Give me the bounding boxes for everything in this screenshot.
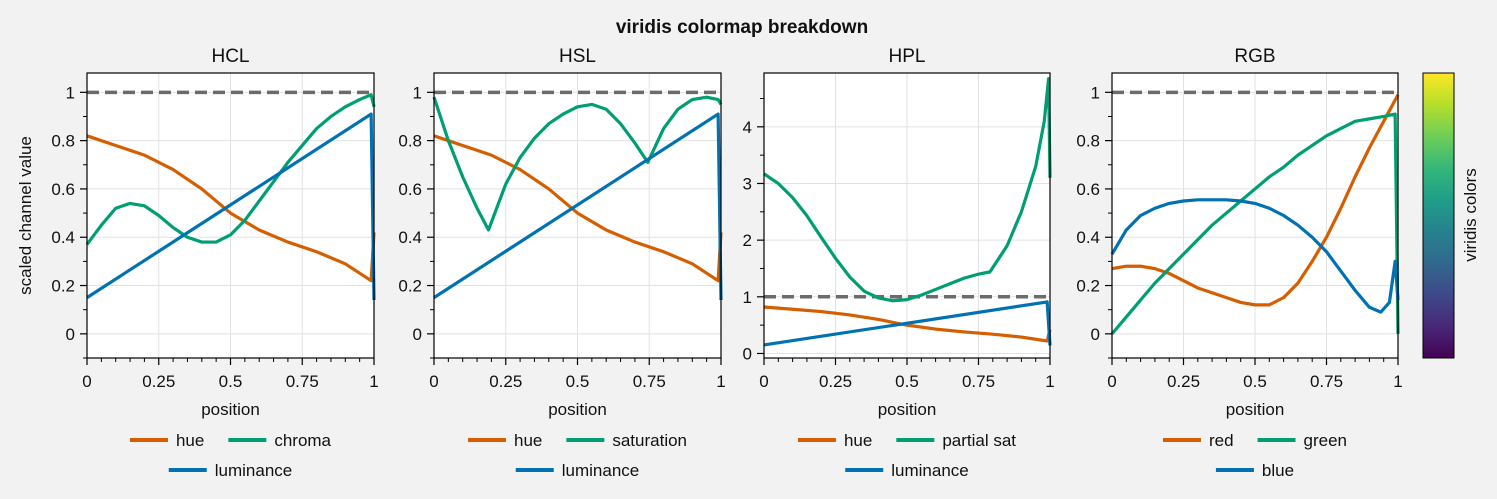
y-tick-label: 0 [1091,325,1100,344]
y-tick-label: 0.8 [1076,132,1100,151]
legend-label: hue [514,431,542,450]
y-tick-label: 0.8 [398,132,422,151]
x-tick-label: 0 [429,372,438,391]
legend-entry: luminance [515,461,640,480]
legend: hue saturation luminance [467,431,687,480]
y-tick-label: 0.4 [1076,228,1100,247]
x-tick-label: 0.5 [219,372,243,391]
x-axis-label: position [201,400,260,419]
legend-entry: hue [467,431,542,450]
x-axis-label: position [1226,400,1285,419]
series-partial-sat [763,77,1052,303]
x-tick-label: 0.5 [566,372,590,391]
y-tick-label: 1 [66,83,75,102]
y-tick-label: 0.6 [51,180,75,199]
legend-label: hue [844,431,872,450]
series-red [1111,93,1400,307]
series-hue [433,134,723,283]
legend-label: luminance [891,461,969,480]
legend-entry: saturation [566,431,687,450]
legend-entry: luminance [168,461,293,480]
y-tick-label: 0.6 [398,180,422,199]
x-tick-label: 1 [1045,372,1054,391]
x-tick-label: 1 [716,372,725,391]
series-chroma [85,93,376,246]
legend-label: red [1209,431,1234,450]
colorbar [1422,72,1455,359]
series-saturation [432,95,723,232]
figure-title: viridis colormap breakdown [616,17,868,38]
series-luminance [763,300,1052,347]
legend: hue partial sat luminance [797,431,1016,480]
y-tick-label: 1 [1091,83,1100,102]
x-tick-label: 0.25 [489,372,522,391]
y-tick-label: 0 [66,325,75,344]
series-hue [763,305,1052,343]
y-tick-label: 0.6 [1076,180,1100,199]
y-tick-label: 0 [743,344,752,363]
legend-entry: blue [1215,461,1294,480]
legend-entry: luminance [845,461,969,480]
x-tick-label: 1 [1393,372,1402,391]
legend-label: saturation [612,431,687,450]
legend: red green blue [1162,431,1347,480]
x-axis-label: position [878,400,937,419]
legend-label: luminance [562,461,640,480]
panel-title: RGB [1234,46,1275,67]
x-tick-label: 0.5 [895,372,919,391]
y-tick-label: 0.2 [51,277,75,296]
x-tick-label: 1 [369,372,378,391]
y-tick-label: 0.2 [398,277,422,296]
y-tick-label: 1 [743,288,752,307]
legend-label: blue [1262,461,1294,480]
legend-label: green [1304,431,1347,450]
y-tick-label: 2 [743,231,752,250]
x-tick-label: 0 [1107,372,1116,391]
x-tick-label: 0.5 [1243,372,1267,391]
legend-label: luminance [215,461,293,480]
legend-entry: hue [129,431,204,450]
legend-label: chroma [274,431,331,450]
x-tick-label: 0.25 [819,372,852,391]
panel-title: HCL [211,46,249,67]
x-tick-label: 0.75 [962,372,995,391]
x-tick-label: 0 [759,372,768,391]
x-tick-label: 0.75 [1310,372,1343,391]
panel-hpl: 0 0.25 0.5 0.75 1 0 1 2 3 4 HPL position hue partial … [743,46,1055,480]
y-tick-label: 3 [743,174,752,193]
panel-title: HSL [559,46,596,67]
legend-entry: green [1257,431,1347,450]
legend-entry: red [1162,431,1234,450]
legend: hue chroma luminance [129,431,332,480]
x-tick-label: 0.25 [142,372,175,391]
y-tick-label: 0.4 [398,228,422,247]
x-tick-label: 0.75 [633,372,666,391]
y-tick-label: 0.8 [51,132,75,151]
legend-entry: hue [797,431,872,450]
y-tick-label: 0.4 [51,228,75,247]
series-blue [1110,198,1400,314]
y-axis-label: scaled channel value [16,136,35,295]
x-axis-label: position [548,400,607,419]
colorbar-label: viridis colors [1461,168,1480,262]
x-tick-label: 0.25 [1167,372,1200,391]
y-tick-label: 0 [413,325,422,344]
panel-title: HPL [889,46,926,67]
y-tick-label: 4 [743,118,752,137]
legend-label: partial sat [942,431,1016,450]
legend-entry: chroma [228,431,332,450]
y-tick-label: 0.2 [1076,277,1100,296]
series-green [1110,112,1400,335]
y-tick-label: 1 [413,83,422,102]
series-luminance [433,112,723,301]
legend-label: hue [176,431,204,450]
x-tick-label: 0 [82,372,91,391]
series-luminance [86,112,376,301]
legend-entry: partial sat [896,431,1016,450]
x-tick-label: 0.75 [286,372,319,391]
panel-hsl: 0 0.25 0.5 0.75 1 0 0.2 0.4 0.6 0.8 1 HSL position hu… [398,46,725,480]
panel-rgb: 0 0.25 0.5 0.75 1 0 0.2 0.4 0.6 0.8 1 RGB position re… [1076,46,1402,480]
panel-hcl: 0 0.25 0.5 0.75 1 0 0.2 0.4 0.6 0.8 1 HCL position sc… [16,46,379,480]
